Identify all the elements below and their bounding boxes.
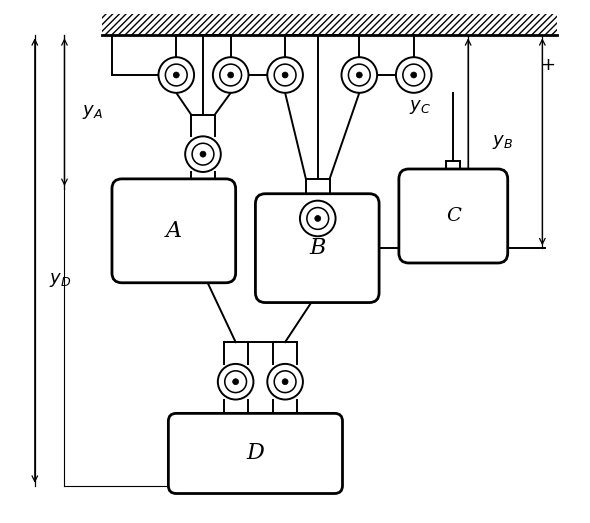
- Circle shape: [267, 364, 303, 400]
- Circle shape: [200, 151, 206, 157]
- Circle shape: [228, 72, 234, 78]
- Circle shape: [282, 72, 288, 78]
- Text: B: B: [309, 237, 326, 259]
- Bar: [102, 14, 557, 36]
- Circle shape: [342, 57, 377, 93]
- Text: $y_A$: $y_A$: [82, 103, 103, 121]
- Text: D: D: [247, 442, 264, 464]
- Circle shape: [300, 201, 336, 236]
- Circle shape: [282, 379, 288, 385]
- Circle shape: [315, 215, 321, 221]
- Circle shape: [185, 137, 221, 172]
- Circle shape: [218, 364, 254, 400]
- Circle shape: [159, 57, 194, 93]
- Circle shape: [165, 64, 187, 86]
- Circle shape: [173, 72, 179, 78]
- Circle shape: [403, 64, 425, 86]
- Text: A: A: [166, 220, 182, 242]
- Circle shape: [274, 371, 296, 393]
- FancyBboxPatch shape: [112, 179, 235, 283]
- Circle shape: [307, 208, 329, 230]
- Text: $y_B$: $y_B$: [491, 133, 513, 151]
- FancyBboxPatch shape: [399, 169, 508, 263]
- Circle shape: [267, 57, 303, 93]
- Text: $y_D$: $y_D$: [48, 271, 71, 289]
- Circle shape: [192, 143, 214, 165]
- Circle shape: [274, 64, 296, 86]
- Circle shape: [225, 371, 247, 393]
- Text: $y_C$: $y_C$: [409, 98, 431, 116]
- Text: $+$: $+$: [540, 56, 555, 74]
- Circle shape: [213, 57, 248, 93]
- Circle shape: [349, 64, 370, 86]
- Circle shape: [411, 72, 417, 78]
- Circle shape: [356, 72, 362, 78]
- FancyBboxPatch shape: [168, 413, 342, 494]
- FancyBboxPatch shape: [255, 194, 379, 303]
- Circle shape: [396, 57, 431, 93]
- Text: C: C: [446, 207, 461, 225]
- Circle shape: [232, 379, 238, 385]
- Circle shape: [220, 64, 241, 86]
